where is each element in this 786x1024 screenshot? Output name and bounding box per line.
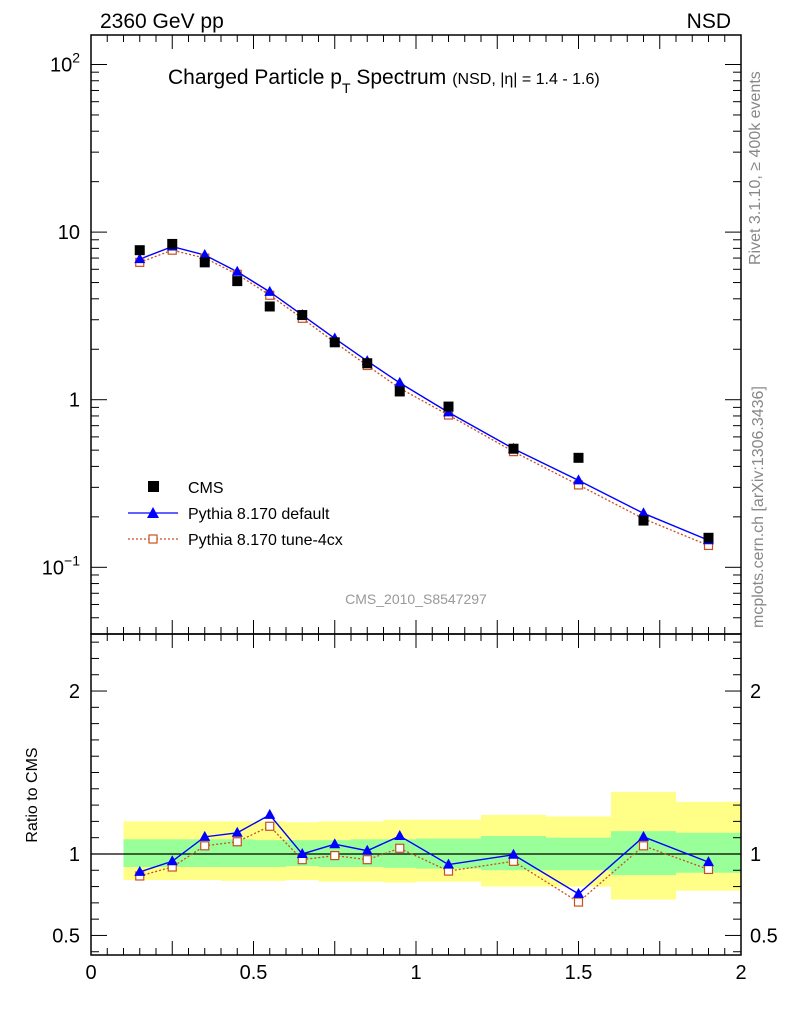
ratio-tune-4cx-point [573,897,584,907]
main-y-tick-label: 10−1 [42,552,80,579]
ratio-default-point [394,830,406,841]
y-tick-exponent: −1 [64,552,80,568]
main-plot-area [134,238,714,551]
y-tick-exponent: 2 [72,50,80,66]
cms-data-point [232,276,243,287]
process-label: NSD [687,10,731,33]
legend: CMS Pythia 8.170 default Pythia 8.170 tu… [128,480,343,549]
legend-cms-marker [148,481,159,492]
ratio-tune-4cx-point [395,843,405,853]
ratio-tune-4cx-point [200,841,210,851]
cms-data-point [443,401,454,412]
ratio-tune-4cx-point [232,837,242,847]
ratio-tune-4cx-line [139,825,709,903]
ratio-y-tick-label-right: 1 [750,844,761,866]
pythia-default-point [231,265,243,276]
ratio-default-point [573,887,584,898]
ratio-tune-4cx-point [362,855,372,865]
ratio-default-point [296,847,308,858]
y-tick-base: 10 [50,55,72,77]
pythia-default-point [394,376,406,387]
ratio-tune-4cx-point [265,821,275,831]
ratio-x-tick-label: 2 [735,962,746,984]
ratio-y-tick-label-right: 2 [750,681,761,703]
ratio-x-tick-label: 0 [85,962,96,984]
pythia-default-point [134,253,146,264]
ratio-default-point [231,826,243,837]
pythia-default-point [199,249,211,260]
ratio-default-point [166,855,178,866]
cms-data-point [362,358,373,369]
ratio-default-point [443,858,454,869]
title-qualifier: (NSD, |η| = 1.4 - 1.6) [452,71,599,88]
energy-label: 2360 GeV pp [100,10,224,33]
main-y-tick-label: 10 [58,222,80,244]
title-main2: Spectrum [351,66,447,89]
ratio-y-tick-label-right: 0.5 [750,925,778,947]
ratio-default-point [134,865,146,876]
ratio-x-tick-label: 1.5 [565,962,593,984]
ratio-default-point [264,808,276,819]
ratio-tick-labels: 0 0.5 1 1.5 20.5 0.51 12 2 [52,681,778,984]
title-sub: T [342,80,351,96]
cms-data-point [134,245,145,256]
ratio-y-tick-label-left: 0.5 [52,925,80,947]
ratio-y-tick-label-left: 1 [69,844,80,866]
ratio-plot-area [91,792,741,907]
rivet-label: Rivet 3.1.10, ≥ 400k events [747,71,764,265]
ratio-default-point [329,838,341,849]
cms-data-point [508,443,519,454]
ratio-tune-4cx-point [703,864,714,875]
ratio-tune-4cx-point [638,841,649,851]
chart-title: Charged Particle pT Spectrum (NSD, |η| = … [168,66,600,96]
legend-tune-marker [148,534,158,544]
ratio-default-line [139,813,709,895]
watermark: CMS_2010_S8547297 [345,591,487,607]
cms-data-point [199,257,210,268]
y-tick-base: 10 [58,222,80,244]
cms-data-point [638,515,649,526]
ratio-tune-4cx-point [330,851,340,861]
legend-default-marker [147,507,159,518]
ratio-x-tick-label: 1 [410,962,421,984]
ratio-x-tick-label: 0.5 [240,962,268,984]
ratio-y-axis-label: Ratio to CMS [24,747,41,842]
ratio-panel: 0 0.5 1 1.5 20.5 0.51 12 2 Ratio to CMS [24,633,778,984]
pythia-default-point [264,285,276,296]
title-main: Charged Particle p [168,66,342,89]
cms-data-point [329,337,340,348]
pythia-default-line [139,245,709,541]
mcplots-label: mcplots.cern.ch [arXiv:1306.3436] [750,386,767,628]
legend-cms-label: CMS [188,480,224,497]
stat-band-inner [123,839,156,868]
ratio-default-point [703,856,714,867]
legend-default-label: Pythia 8.170 default [188,506,330,523]
legend-tune-label: Pythia 8.170 tune-4cx [188,532,343,549]
cms-data-point [703,532,714,543]
cms-data-point [264,301,275,312]
pythia-default-point [638,507,649,518]
ratio-default-point [508,848,519,859]
ratio-default-point [638,830,649,841]
ratio-default-point [199,830,211,841]
cms-data-point [394,386,405,397]
ratio-default-point [361,844,373,855]
ratio-y-tick-label-left: 2 [69,681,80,703]
cms-data-point [573,452,584,463]
pythia-default-point [573,474,584,485]
y-tick-base: 1 [69,390,80,412]
cms-data-point [167,238,178,249]
cms-data-point [297,310,308,321]
ratio-ticks [90,634,742,955]
y-tick-base: 10 [42,557,64,579]
main-y-tick-label: 1 [69,390,80,412]
main-y-tick-label: 102 [50,50,80,77]
